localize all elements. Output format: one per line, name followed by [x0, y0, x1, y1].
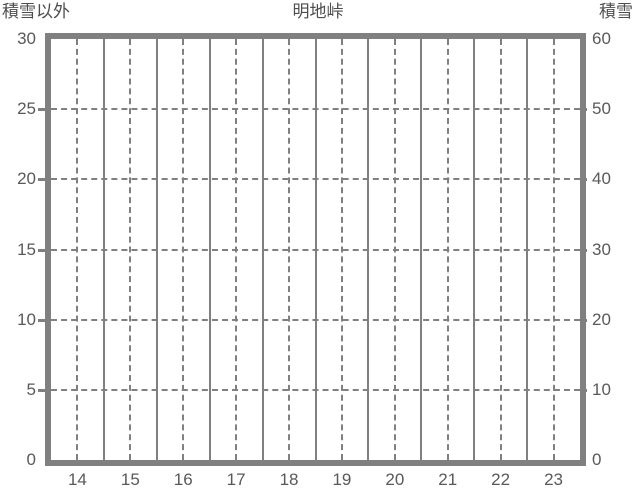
- right-axis-tick-label: 50: [592, 99, 611, 119]
- left-axis-tick-label: 5: [26, 379, 36, 399]
- right-axis-tick-label: 40: [592, 169, 611, 189]
- left-axis-tick-label: 0: [26, 450, 36, 469]
- right-axis-tick: [580, 248, 587, 252]
- right-axis-tick-label: 0: [592, 450, 602, 469]
- right-axis-tick-label: 30: [592, 239, 611, 259]
- left-axis-tick: [38, 388, 45, 392]
- left-axis-title: 積雪以外: [2, 2, 70, 21]
- x-axis-tick-label: 21: [438, 470, 458, 489]
- left-axis-tick-label: 30: [17, 29, 36, 48]
- x-axis-tick-label: 16: [173, 470, 193, 489]
- gridline-horizontal: [51, 388, 580, 391]
- left-axis-tick: [38, 318, 45, 322]
- left-axis-tick-label: 15: [17, 239, 36, 259]
- right-axis-tick-label: 10: [592, 379, 611, 399]
- x-axis-tick-label: 19: [332, 470, 352, 489]
- left-axis-tick-label: 20: [17, 169, 36, 189]
- right-axis-tick: [580, 388, 587, 392]
- x-axis-tick-label: 18: [279, 470, 299, 489]
- plot-area: [51, 39, 580, 460]
- gridline-horizontal: [51, 108, 580, 111]
- gridline-horizontal: [51, 178, 580, 181]
- chart-title: 明地峠: [292, 2, 344, 21]
- gridline-horizontal: [51, 318, 580, 321]
- left-axis-tick-label: 25: [17, 99, 36, 119]
- x-axis-tick-label: 20: [385, 470, 405, 489]
- x-axis-tick-label: 23: [544, 470, 563, 489]
- x-axis-tick-label: 22: [491, 470, 511, 489]
- x-axis-tick-label: 14: [67, 470, 87, 489]
- left-axis-tick: [38, 178, 45, 182]
- left-axis-tick: [38, 248, 45, 252]
- chart-header: 積雪以外 明地峠 積雪: [0, 0, 636, 28]
- plot-frame: [45, 33, 586, 466]
- gridline-horizontal: [51, 248, 580, 251]
- right-axis-tick-label: 60: [592, 29, 611, 48]
- x-axis-tick-label: 17: [226, 470, 246, 489]
- left-axis-tick-label: 10: [17, 309, 36, 329]
- right-axis-tick-label: 20: [592, 309, 611, 329]
- right-axis-title: 積雪: [599, 2, 633, 21]
- right-axis-tick: [580, 318, 587, 322]
- right-axis-tick: [580, 108, 587, 112]
- x-axis-tick-label: 15: [120, 470, 140, 489]
- left-axis-tick: [38, 108, 45, 112]
- right-axis-tick: [580, 178, 587, 182]
